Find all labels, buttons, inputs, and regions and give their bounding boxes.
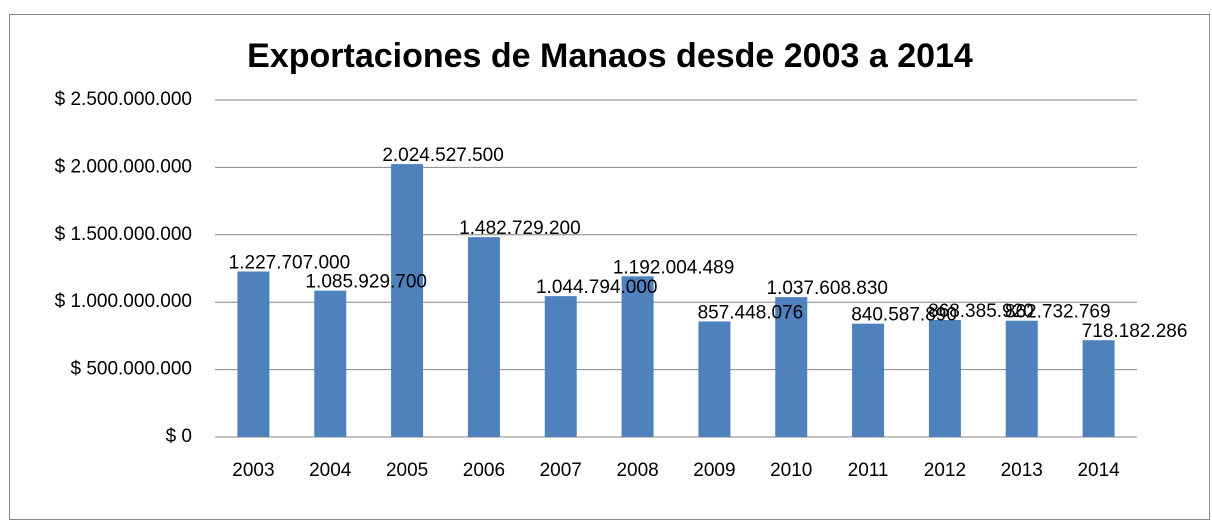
data-label: 2.024.527.500: [382, 145, 504, 166]
data-label: 1.044.794.000: [536, 277, 658, 298]
x-tick-label: 2014: [1077, 460, 1120, 481]
bar: [467, 237, 500, 437]
data-label: 857.448.076: [698, 302, 804, 323]
bar: [314, 290, 347, 437]
data-label: 840.587.890: [851, 305, 957, 326]
data-label: 1.085.929.700: [305, 272, 427, 293]
x-tick-label: 2003: [232, 460, 274, 481]
y-tick-label: $ 500.000.000: [70, 359, 192, 380]
bar: [775, 297, 808, 437]
data-label: 1.037.608.830: [766, 278, 888, 299]
x-tick-label: 2012: [924, 460, 966, 481]
x-tick-label: 2010: [770, 460, 812, 481]
x-tick-label: 2004: [309, 460, 352, 481]
bar: [1082, 340, 1115, 437]
bar: [544, 296, 577, 437]
x-tick-label: 2008: [616, 460, 658, 481]
data-label: 1.482.729.200: [459, 218, 581, 239]
x-tick-label: 2005: [386, 460, 428, 481]
bar: [698, 321, 731, 437]
y-tick-label: $ 1.500.000.000: [55, 224, 192, 245]
x-tick-label: 2006: [463, 460, 505, 481]
y-tick-label: $ 1.000.000.000: [55, 291, 192, 312]
y-tick-label: $ 2.500.000.000: [55, 89, 192, 110]
bar: [621, 276, 654, 437]
x-tick-label: 2009: [693, 460, 735, 481]
chart-title: Exportaciones de Manaos desde 2003 a 201…: [247, 37, 973, 75]
y-tick-label: $ 2.000.000.000: [55, 156, 192, 177]
x-tick-label: 2007: [540, 460, 582, 481]
data-label: 1.192.004.489: [613, 257, 735, 278]
bar: [852, 323, 885, 437]
data-label: 718.182.286: [1082, 321, 1188, 342]
bar: [391, 164, 424, 437]
x-tick-label: 2013: [1001, 460, 1043, 481]
y-tick-label: $ 0: [166, 426, 192, 447]
x-tick-label: 2011: [848, 460, 889, 481]
data-label: 868.385.920: [928, 301, 1034, 322]
bar: [928, 319, 961, 437]
bar: [237, 271, 270, 437]
data-label: 862.732.769: [1005, 302, 1111, 323]
data-label: 1.227.707.000: [229, 253, 351, 274]
bar: [1005, 320, 1038, 437]
